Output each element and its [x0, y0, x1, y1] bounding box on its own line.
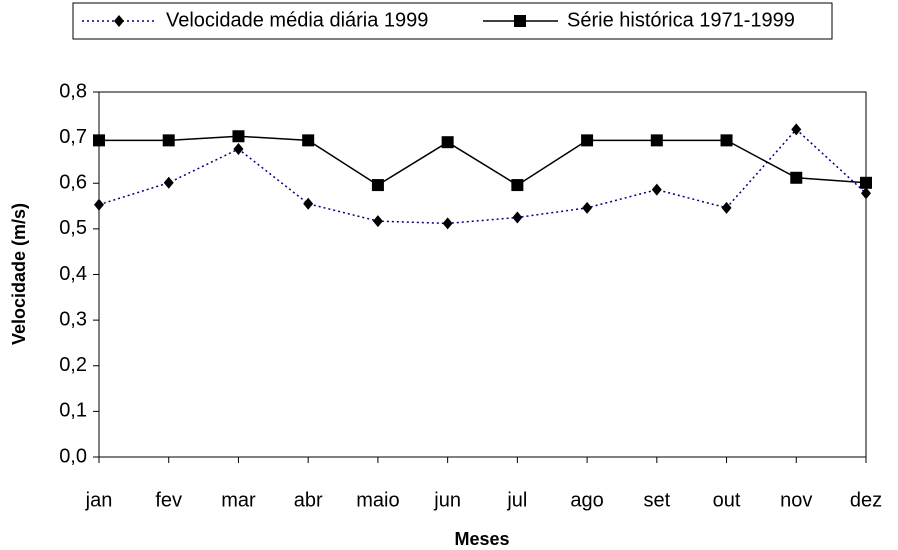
x-tick-label: jul: [506, 489, 527, 511]
y-tick-label: 0,3: [59, 308, 87, 330]
x-tick-label: maio: [356, 489, 399, 511]
marker: [93, 134, 105, 147]
y-tick-label: 0,4: [59, 263, 87, 285]
x-tick-label: nov: [780, 489, 812, 511]
marker: [302, 134, 315, 147]
x-tick-label: jun: [433, 489, 461, 511]
series-line: [98, 128, 867, 225]
marker: [371, 179, 384, 192]
x-tick-label: fev: [155, 489, 182, 511]
marker: [162, 134, 175, 147]
y-tick-label: 0,2: [59, 354, 87, 376]
marker: [650, 134, 663, 147]
y-tick-label: 0,5: [59, 217, 87, 239]
y-tick-label: 0,6: [59, 172, 87, 194]
marker: [860, 176, 872, 189]
marker: [511, 179, 524, 192]
marker: [721, 201, 732, 214]
marker: [651, 183, 662, 196]
marker: [303, 197, 314, 210]
y-tick-label: 0,1: [59, 400, 87, 422]
marker: [441, 136, 454, 149]
legend-marker: [114, 15, 124, 27]
y-tick-label: 0,0: [59, 445, 87, 467]
marker: [442, 217, 453, 230]
x-tick-label: jan: [85, 489, 113, 511]
series-line: [99, 135, 867, 186]
marker: [372, 215, 383, 228]
plot-area: [98, 91, 867, 458]
legend-marker: [514, 15, 526, 27]
marker: [94, 198, 104, 211]
marker: [791, 123, 802, 136]
marker: [163, 176, 174, 189]
marker: [582, 201, 593, 214]
marker: [790, 171, 803, 184]
y-axis-title: Velocidade (m/s): [9, 203, 29, 345]
legend-label: Série histórica 1971-1999: [567, 9, 795, 31]
x-tick-label: abr: [294, 489, 323, 511]
x-tick-label: out: [713, 489, 741, 511]
x-tick-label: ago: [570, 489, 603, 511]
marker: [720, 134, 733, 147]
y-tick-label: 0,8: [59, 80, 87, 102]
marker: [861, 187, 871, 200]
marker: [512, 211, 523, 224]
marker: [581, 134, 594, 147]
marker: [232, 130, 245, 143]
y-tick-label: 0,7: [59, 126, 87, 148]
marker: [233, 143, 244, 156]
x-tick-label: mar: [221, 489, 256, 511]
x-tick-label: dez: [850, 489, 882, 511]
x-axis-title: Meses: [454, 529, 509, 549]
legend-label: Velocidade média diária 1999: [166, 9, 428, 31]
legend-box: [72, 2, 833, 40]
x-tick-label: set: [643, 489, 670, 511]
